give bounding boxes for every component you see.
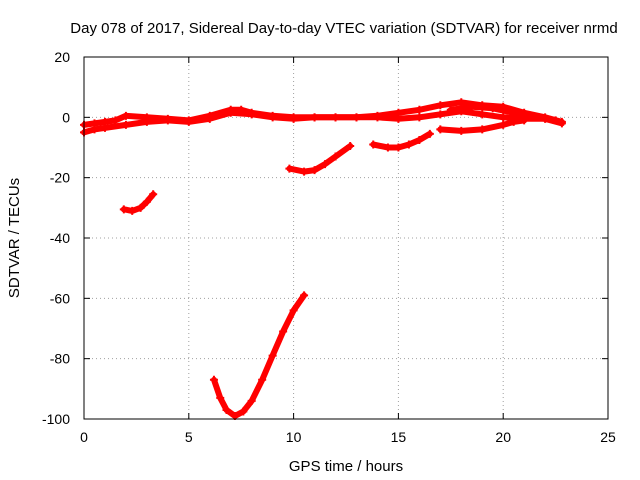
data-point-marker <box>369 140 378 149</box>
y-tick-label: -80 <box>50 351 70 367</box>
data-point-marker <box>352 113 361 122</box>
data-point-marker <box>222 405 231 414</box>
data-point-marker <box>509 108 518 117</box>
data-point-marker <box>285 164 294 173</box>
data-point-marker <box>128 206 137 215</box>
y-tick-label: -40 <box>50 230 70 246</box>
data-point-marker <box>279 327 288 336</box>
data-point-marker <box>205 114 214 123</box>
data-point-marker <box>142 117 151 126</box>
data-point-marker <box>331 152 340 161</box>
data-point-marker <box>488 104 497 113</box>
data-point-marker <box>415 135 424 144</box>
data-point-marker <box>446 105 455 114</box>
data-point-marker <box>436 110 445 119</box>
chart-title: Day 078 of 2017, Sidereal Day-to-day VTE… <box>70 20 617 37</box>
data-point-marker <box>119 205 128 214</box>
data-point-marker <box>310 166 319 175</box>
y-tick-label: -60 <box>50 290 70 306</box>
data-point-marker <box>216 393 225 402</box>
data-point-marker <box>404 140 413 149</box>
y-tick-label: -20 <box>50 170 70 186</box>
data-point-marker <box>436 101 445 110</box>
data-point-marker <box>346 141 355 150</box>
data-point-marker <box>415 105 424 114</box>
y-tick-label: 20 <box>54 49 70 65</box>
axis-ticks: 0 5 10 15 20 25 -100 -80 -60 -40 -20 0 20 <box>42 49 616 445</box>
data-point-marker <box>520 116 529 125</box>
y-tick-label: 0 <box>62 109 70 125</box>
data-point-marker <box>184 117 193 126</box>
data-point-marker <box>499 120 508 129</box>
data-point-marker <box>415 113 424 122</box>
data-point-marker <box>551 116 560 125</box>
y-tick-label: -100 <box>42 411 70 427</box>
data-point-marker <box>163 116 172 125</box>
data-point-marker <box>467 102 476 111</box>
data-point-marker <box>321 160 330 169</box>
data-point-marker <box>557 119 566 128</box>
data-point-marker <box>373 113 382 122</box>
data-point-marker <box>268 351 277 360</box>
data-point-marker <box>121 120 130 129</box>
data-point-marker <box>100 123 109 132</box>
data-point-marker <box>247 396 256 405</box>
data-series-layer <box>80 98 566 420</box>
x-axis-label: GPS time / hours <box>289 458 403 475</box>
x-tick-label: 15 <box>391 429 407 445</box>
data-point-marker <box>136 203 145 212</box>
data-point-marker <box>258 375 267 384</box>
data-point-marker <box>142 197 151 206</box>
data-point-marker <box>436 125 445 134</box>
data-point-marker <box>509 117 518 126</box>
data-point-marker <box>457 126 466 135</box>
data-point-marker <box>425 129 434 138</box>
data-point-marker <box>331 113 340 122</box>
x-tick-label: 10 <box>286 429 302 445</box>
data-point-marker <box>268 113 277 122</box>
data-point-marker <box>300 291 309 300</box>
data-point-marker <box>478 110 487 119</box>
data-series-arc-10-13 <box>286 143 354 175</box>
data-point-marker <box>457 98 466 107</box>
data-point-marker <box>289 306 298 315</box>
data-point-marker <box>90 125 99 134</box>
data-point-marker <box>383 143 392 152</box>
data-point-marker <box>310 113 319 122</box>
data-point-marker <box>289 114 298 123</box>
data-series-arc-6-11 <box>211 292 308 419</box>
data-point-marker <box>239 407 248 416</box>
x-tick-label: 5 <box>185 429 193 445</box>
data-point-marker <box>111 116 120 125</box>
data-point-marker <box>530 113 539 122</box>
x-tick-label: 0 <box>80 429 88 445</box>
data-point-marker <box>121 111 130 120</box>
x-tick-label: 25 <box>600 429 616 445</box>
data-point-marker <box>394 143 403 152</box>
y-axis-label: SDTVAR / TECUs <box>6 178 23 298</box>
data-point-marker <box>499 113 508 122</box>
data-point-marker <box>226 108 235 117</box>
data-point-marker <box>478 125 487 134</box>
data-point-marker <box>300 167 309 176</box>
x-tick-label: 20 <box>495 429 511 445</box>
data-point-marker <box>247 110 256 119</box>
data-point-marker <box>394 114 403 123</box>
data-point-marker <box>209 375 218 384</box>
data-point-marker <box>149 190 158 199</box>
